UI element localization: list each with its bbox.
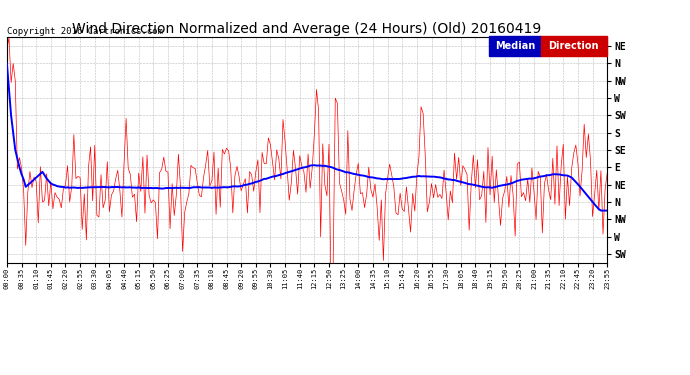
Text: Copyright 2016 Cartronics.com: Copyright 2016 Cartronics.com [7,27,163,36]
Text: Median: Median [495,41,535,51]
Text: Direction: Direction [549,41,599,51]
Title: Wind Direction Normalized and Average (24 Hours) (Old) 20160419: Wind Direction Normalized and Average (2… [72,22,542,36]
